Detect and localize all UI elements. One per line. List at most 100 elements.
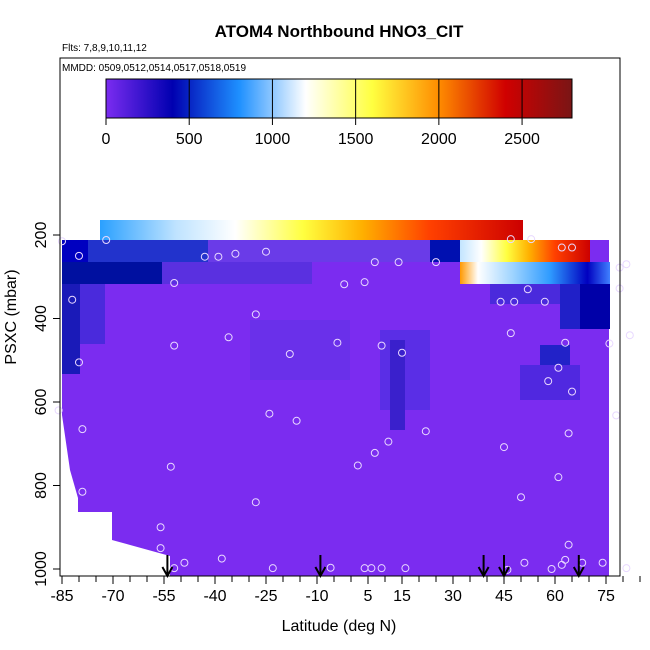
heatmap-background-field: [62, 240, 609, 576]
sample-point: [421, 427, 430, 436]
heatmap-cell: [250, 320, 350, 380]
x-tick-label: -25: [254, 588, 277, 605]
sample-point: [170, 341, 179, 350]
y-tick-label: 800: [33, 472, 50, 499]
sample-point: [156, 544, 165, 553]
sample-point: [156, 523, 165, 532]
sample-point: [265, 409, 274, 418]
colorbar-tick-label: 2500: [504, 131, 540, 148]
x-axis-label: Latitude (deg N): [282, 618, 397, 635]
dates-subtitle: MMDD: 0509,0512,0514,0517,0518,0519: [62, 63, 246, 74]
flights-subtitle: Flts: 7,8,9,10,11,12: [62, 43, 147, 54]
heatmap-cell: [208, 240, 432, 262]
heatmap-cell: [580, 284, 610, 329]
colorbar-tick-label: 500: [176, 131, 203, 148]
sample-point: [68, 295, 77, 304]
sample-point: [268, 564, 277, 573]
heatmap-cell: [88, 240, 208, 262]
x-tick-label: 15: [393, 588, 411, 605]
x-tick-label: 60: [546, 588, 564, 605]
colorbar-tick-label: 0: [102, 131, 111, 148]
sample-point: [564, 540, 573, 549]
sample-point: [500, 443, 508, 452]
sample-point: [598, 558, 607, 567]
heatmap-cell: [540, 345, 570, 365]
sample-point: [251, 498, 260, 507]
colorbar-gradient: [105, 78, 573, 119]
sample-point: [547, 565, 556, 573]
heatmap-cell: [162, 262, 312, 284]
sample-point: [394, 258, 403, 267]
sample-point: [384, 437, 393, 446]
heatmap-cell: [430, 240, 460, 262]
sample-point: [231, 249, 240, 258]
sample-point: [506, 329, 515, 338]
x-tick-label: -40: [203, 588, 226, 605]
x-tick-label: -70: [101, 588, 124, 605]
sample-point: [398, 348, 406, 357]
x-tick-label: -55: [152, 588, 175, 605]
sample-point: [401, 564, 410, 573]
x-tick-label: -10: [305, 588, 328, 605]
sample-point: [166, 462, 175, 471]
sample-point: [561, 338, 570, 347]
heatmap-cell: [100, 220, 523, 241]
sample-point: [262, 247, 270, 256]
heatmap-cell: [62, 262, 162, 284]
heatmap-cell: [430, 240, 590, 262]
sample-point: [544, 377, 553, 386]
y-tick-label: 200: [33, 222, 50, 249]
sample-point: [58, 237, 66, 246]
sample-point: [251, 310, 260, 319]
sample-point: [523, 285, 532, 294]
sample-point: [605, 339, 614, 348]
sample-point: [557, 243, 566, 252]
sample-point: [557, 560, 566, 569]
x-axis: -85 -70 -55 -40 -25 -10 5 15 30 45 60 75: [50, 576, 641, 605]
x-tick-label: 45: [495, 588, 513, 605]
sample-point: [75, 251, 83, 260]
sample-point: [527, 235, 536, 244]
sample-point: [54, 406, 63, 415]
sample-point: [333, 338, 342, 347]
sample-point: [506, 235, 515, 244]
sample-point: [568, 387, 576, 396]
sample-point: [75, 358, 83, 367]
x-tick-label: 5: [364, 588, 373, 605]
heatmap-layer: [62, 220, 610, 576]
heatmap-cell: [62, 284, 80, 374]
sample-point: [520, 558, 529, 567]
sample-point: [353, 461, 362, 470]
sample-point: [622, 260, 631, 269]
y-tick-label: 600: [33, 389, 50, 416]
heatmap-cell: [460, 262, 610, 284]
sample-point: [622, 564, 631, 573]
sample-point: [564, 429, 573, 438]
sample-point: [432, 258, 440, 267]
sample-point: [340, 280, 349, 289]
x-tick-label: 30: [444, 588, 462, 605]
sample-point: [510, 297, 519, 306]
sample-point: [554, 363, 563, 372]
sample-point: [377, 341, 386, 350]
sample-point: [367, 564, 376, 573]
heatmap-cell: [80, 284, 105, 344]
sample-point: [370, 448, 379, 457]
sample-point: [326, 563, 335, 572]
colorbar-ticks: 0 500 1000 1500 2000 2500: [102, 79, 540, 148]
sample-point: [370, 258, 379, 267]
sample-point: [78, 425, 87, 434]
y-axis-label: PSXC (mbar): [3, 269, 20, 364]
sample-point: [612, 411, 621, 420]
sample-point: [568, 243, 576, 252]
colorbar-tick-label: 1500: [338, 131, 374, 148]
colorbar-tick-label: 2000: [421, 131, 457, 148]
y-tick-label: 1000: [33, 551, 50, 587]
sample-point: [554, 473, 563, 482]
sample-point: [214, 252, 223, 261]
sample-point: [540, 297, 549, 306]
sample-point: [285, 349, 294, 358]
chart-title: ATOM4 Northbound HNO3_CIT: [215, 22, 464, 41]
heatmap-cell: [390, 340, 405, 430]
